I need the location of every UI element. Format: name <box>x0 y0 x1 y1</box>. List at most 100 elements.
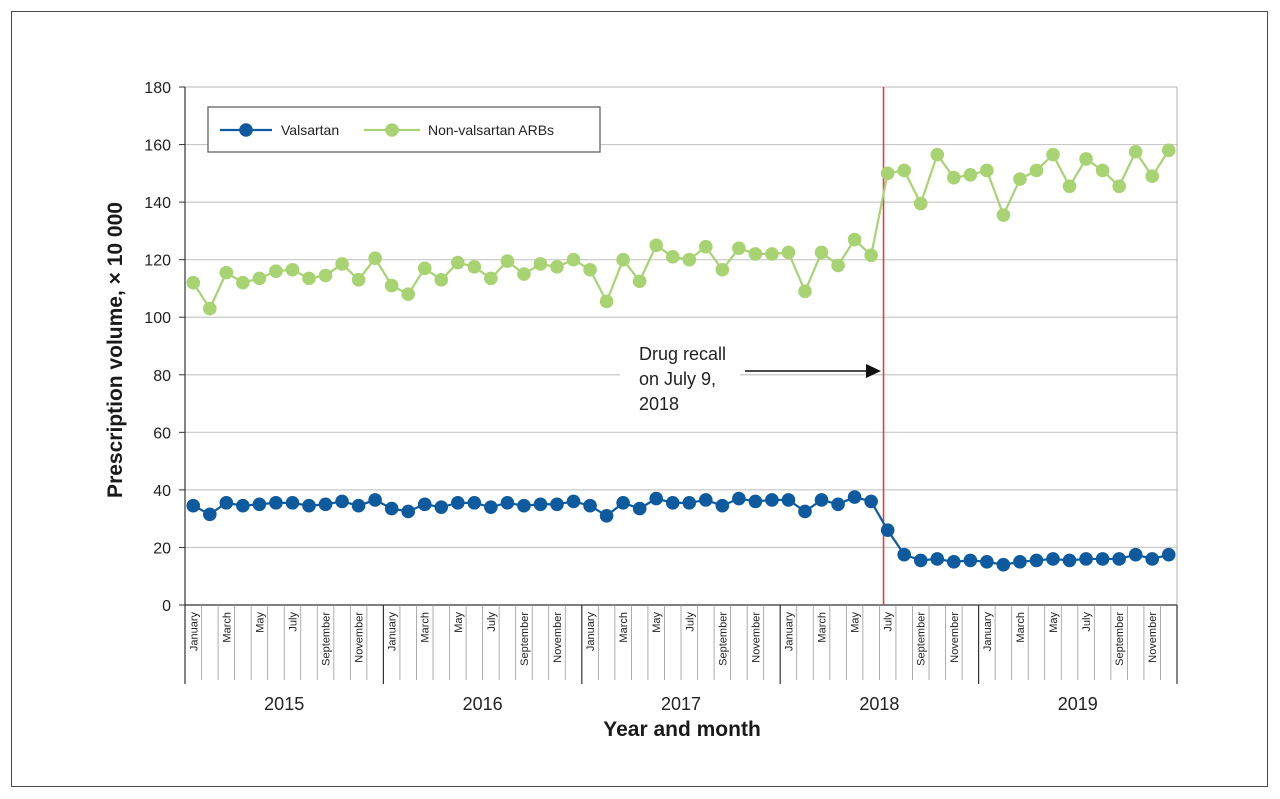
month-label: July <box>1081 612 1093 632</box>
legend-label-non-valsartan-arbs: Non-valsartan ARBs <box>428 122 554 138</box>
non-valsartan-arbs-point <box>699 239 713 254</box>
valsartan-point <box>318 497 333 512</box>
valsartan-point <box>682 496 697 510</box>
valsartan-point <box>847 490 862 504</box>
month-label: September <box>916 612 928 666</box>
month-label: March <box>1015 612 1027 643</box>
valsartan-point <box>351 498 366 513</box>
non-valsartan-arbs-point <box>897 163 911 178</box>
month-label: January <box>387 612 399 652</box>
non-valsartan-arbs-point <box>351 273 366 287</box>
non-valsartan-arbs-point <box>219 265 234 280</box>
month-label: January <box>982 612 994 652</box>
month-label: January <box>783 612 795 652</box>
non-valsartan-arbs-point <box>732 241 746 255</box>
valsartan-point <box>302 498 316 513</box>
x-axis: January March May July September November Janu… <box>184 605 1178 714</box>
month-label: November <box>949 612 961 663</box>
non-valsartan-arbs-point <box>1145 169 1159 184</box>
valsartan-point <box>550 497 564 512</box>
month-label: March <box>221 612 233 643</box>
month-label: November <box>354 612 366 663</box>
y-tick-label: 40 <box>153 483 171 500</box>
non-valsartan-arbs-point <box>913 196 928 211</box>
non-valsartan-arbs-point <box>880 166 895 181</box>
valsartan-point <box>417 497 432 512</box>
non-valsartan-arbs-point <box>798 284 812 299</box>
valsartan-point <box>269 496 283 510</box>
non-valsartan-arbs-point <box>384 278 399 293</box>
non-valsartan-arbs-point <box>583 262 597 277</box>
valsartan-point <box>1079 552 1093 566</box>
legend-swatch-marker <box>239 123 253 137</box>
non-valsartan-arbs-point <box>1062 179 1077 194</box>
valsartan-point <box>599 508 614 523</box>
non-valsartan-arbs-point <box>252 271 267 286</box>
non-valsartan-arbs-point <box>285 262 300 277</box>
non-valsartan-arbs-point <box>533 257 548 271</box>
year-label: 2018 <box>859 694 899 714</box>
valsartan-point <box>203 507 217 522</box>
legend-label-valsartan: Valsartan <box>281 122 339 138</box>
non-valsartan-arbs-point <box>781 245 796 260</box>
month-label: November <box>1147 612 1159 663</box>
valsartan-point <box>616 496 630 510</box>
valsartan-point <box>1095 552 1110 566</box>
y-tick-label: 100 <box>144 310 171 327</box>
non-valsartan-arbs-point <box>649 238 663 253</box>
valsartan-point <box>1145 552 1159 566</box>
valsartan-point <box>285 496 300 510</box>
month-label: November <box>750 612 762 663</box>
valsartan-point <box>864 494 878 509</box>
series-layer <box>186 143 1176 572</box>
valsartan-point <box>748 494 763 509</box>
valsartan-point <box>897 547 911 562</box>
valsartan-point <box>236 498 250 513</box>
valsartan-point <box>1062 553 1077 568</box>
non-valsartan-arbs-point <box>368 251 382 266</box>
month-label: November <box>552 612 564 663</box>
figure-frame <box>11 11 1268 787</box>
valsartan-point <box>913 553 928 568</box>
non-valsartan-arbs-point <box>996 208 1011 222</box>
non-valsartan-arbs-point <box>335 257 349 271</box>
month-label: March <box>817 612 829 643</box>
valsartan-point <box>798 504 812 519</box>
non-valsartan-arbs-point <box>847 232 862 247</box>
non-valsartan-arbs-point <box>616 252 630 267</box>
non-valsartan-arbs-point <box>269 264 283 278</box>
month-label: March <box>618 612 630 643</box>
annotation-line: Drug recall <box>639 344 726 364</box>
valsartan-point <box>219 496 234 510</box>
valsartan-point <box>252 497 267 512</box>
valsartan-point <box>1013 555 1027 569</box>
non-valsartan-arbs-point <box>947 170 961 185</box>
legend: Valsartan Non-valsartan ARBs <box>207 106 601 153</box>
valsartan-point <box>368 493 382 507</box>
non-valsartan-arbs-point <box>864 248 878 263</box>
annotation-line: 2018 <box>639 394 679 414</box>
y-tick-label: 60 <box>153 425 171 442</box>
non-valsartan-arbs-point <box>1128 144 1143 159</box>
month-label: September <box>519 612 531 666</box>
valsartan-point <box>649 491 663 506</box>
valsartan-point <box>1112 552 1126 566</box>
year-label: 2019 <box>1058 694 1098 714</box>
valsartan-point <box>533 497 548 512</box>
month-label: September <box>717 612 729 666</box>
non-valsartan-arbs-point <box>417 261 432 276</box>
year-label: 2015 <box>264 694 304 714</box>
annotation-background <box>620 338 740 414</box>
non-valsartan-arbs-point <box>748 247 763 261</box>
non-valsartan-arbs-point <box>1095 163 1110 178</box>
month-label: March <box>420 612 432 643</box>
valsartan-point <box>880 523 895 537</box>
non-valsartan-arbs-point <box>484 271 498 286</box>
valsartan-point <box>451 496 465 510</box>
valsartan-point <box>980 555 994 569</box>
annotation-line: on July 9, <box>639 369 716 389</box>
non-valsartan-arbs-point <box>715 262 730 277</box>
y-tick-label: 80 <box>153 368 171 385</box>
non-valsartan-arbs-point <box>302 271 316 286</box>
valsartan-point <box>781 493 796 507</box>
